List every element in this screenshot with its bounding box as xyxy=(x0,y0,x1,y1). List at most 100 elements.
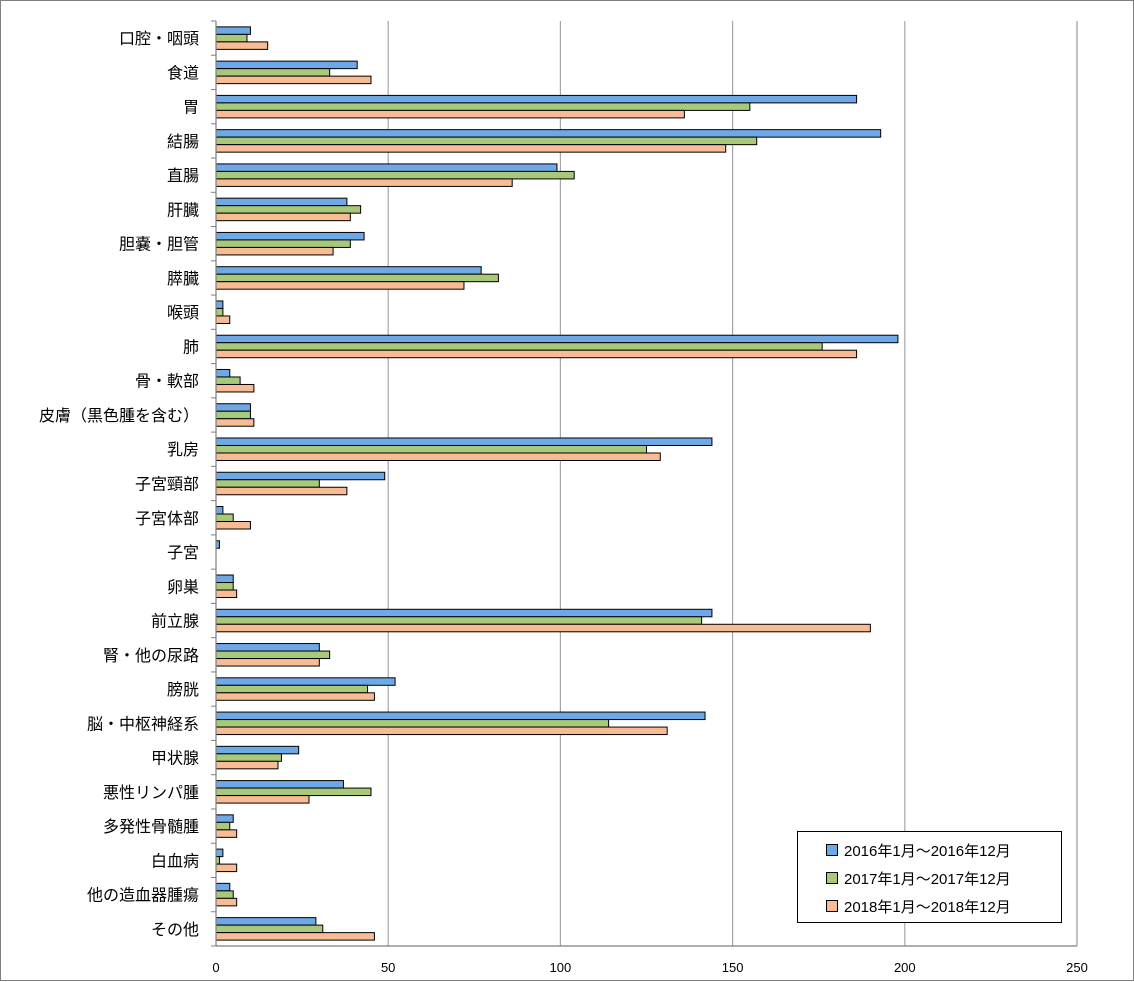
category-label: 脳・中枢神経系 xyxy=(87,715,199,733)
x-tick-labels: 0 50 100 150 200 250 xyxy=(212,960,1087,975)
category-label: 胃 xyxy=(183,100,199,117)
bar xyxy=(215,437,713,446)
bar xyxy=(215,658,320,667)
bar xyxy=(215,848,224,858)
bar xyxy=(215,231,365,241)
legend-label-2016: 2016年1月～2016年12月 xyxy=(844,842,1011,860)
category-label: 直腸 xyxy=(167,167,199,185)
bar xyxy=(215,829,238,838)
category-label: 甲状腺 xyxy=(151,750,199,768)
bar xyxy=(215,60,358,70)
bar xyxy=(215,197,348,207)
category-label: 子宮頸部 xyxy=(135,476,199,494)
bar xyxy=(215,643,320,652)
bar xyxy=(215,787,372,797)
bar xyxy=(215,890,234,899)
bar xyxy=(215,623,871,633)
bar xyxy=(215,711,706,721)
bar xyxy=(215,300,224,309)
grid-lines xyxy=(387,21,1078,946)
bar xyxy=(215,726,668,736)
category-label: 肝臓 xyxy=(167,201,199,219)
bar xyxy=(215,924,324,934)
bar xyxy=(215,719,610,728)
bar xyxy=(215,307,224,317)
bar xyxy=(215,932,375,941)
bar xyxy=(215,315,231,324)
bar xyxy=(215,745,300,755)
category-label: 膵臓 xyxy=(167,270,199,288)
x-tick-label: 200 xyxy=(894,960,916,975)
bar xyxy=(215,582,234,591)
category-label: 骨・軟部 xyxy=(135,373,199,391)
legend-item: 2017年1月～2017年12月 xyxy=(798,864,1061,892)
bar xyxy=(215,212,351,222)
category-label: 口腔・咽頭 xyxy=(119,30,199,48)
bar xyxy=(215,136,758,146)
category-label: 他の造血器腫瘍 xyxy=(87,887,199,905)
bar xyxy=(215,368,231,378)
bar xyxy=(215,780,344,789)
bar xyxy=(215,684,369,694)
bar xyxy=(215,506,224,515)
x-tick-label: 0 xyxy=(212,960,219,975)
bar xyxy=(215,376,241,385)
x-tick-label: 50 xyxy=(381,960,395,975)
bars xyxy=(215,26,899,941)
legend-swatch-2016 xyxy=(826,844,838,856)
bar xyxy=(215,814,234,823)
category-label: 子宮 xyxy=(167,544,199,562)
category-label: 結腸 xyxy=(167,133,199,151)
bar xyxy=(215,677,396,686)
x-tick-label: 150 xyxy=(722,960,744,975)
category-label: 腎・他の尿路 xyxy=(103,647,199,665)
bar xyxy=(215,102,751,111)
legend-item: 2016年1月～2016年12月 xyxy=(798,836,1061,864)
bar xyxy=(215,917,317,926)
legend: 2016年1月～2016年12月 2017年1月～2017年12月 2018年1… xyxy=(797,831,1062,923)
legend-swatch-2017 xyxy=(826,872,838,884)
bar xyxy=(215,821,231,831)
axes xyxy=(211,20,1078,947)
category-label: 喉頭 xyxy=(167,304,199,322)
bar xyxy=(215,753,282,762)
bar xyxy=(215,521,251,530)
bar xyxy=(215,33,248,43)
category-label: 多発性骨髄腫 xyxy=(103,818,199,836)
category-label: 肺 xyxy=(183,338,199,356)
bar xyxy=(215,144,727,153)
x-tick-label: 250 xyxy=(1066,960,1088,975)
bar xyxy=(215,608,713,618)
category-label: 悪性リンパ腫 xyxy=(103,784,199,802)
bar xyxy=(215,486,348,496)
bar xyxy=(215,170,575,180)
bar xyxy=(215,94,858,104)
bar xyxy=(215,205,362,214)
bar xyxy=(215,239,351,248)
bar xyxy=(215,109,685,119)
category-label: 子宮体部 xyxy=(135,510,199,528)
bar xyxy=(215,760,279,770)
bar xyxy=(215,589,238,599)
bar xyxy=(215,863,238,873)
bar xyxy=(215,897,238,907)
bar xyxy=(215,163,558,172)
bar xyxy=(215,795,310,804)
bar xyxy=(215,650,331,660)
bar xyxy=(215,479,320,488)
bar xyxy=(215,574,234,584)
category-label: 膀胱 xyxy=(167,681,199,699)
bar xyxy=(215,616,703,625)
bar xyxy=(215,452,661,461)
bar xyxy=(215,41,269,50)
category-label: その他 xyxy=(151,921,199,939)
legend-label-2018: 2018年1月～2018年12月 xyxy=(844,898,1011,916)
bar xyxy=(215,418,255,427)
x-tick-label: 100 xyxy=(550,960,572,975)
bar xyxy=(215,68,331,77)
bar xyxy=(215,342,823,351)
legend-label-2017: 2017年1月～2017年12月 xyxy=(844,870,1011,888)
